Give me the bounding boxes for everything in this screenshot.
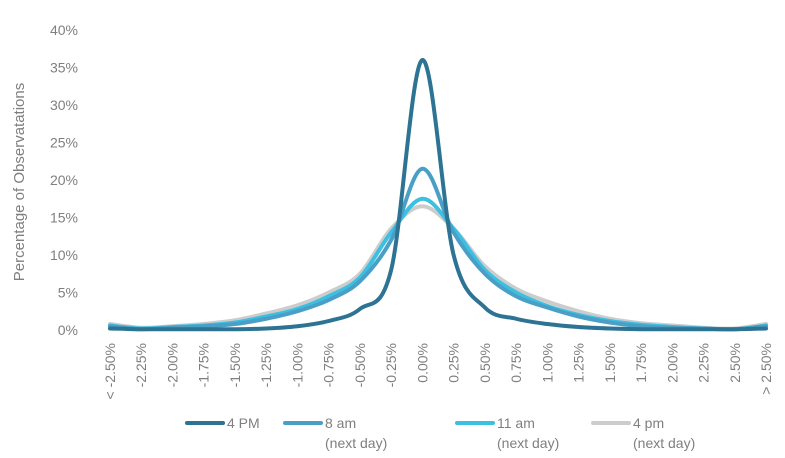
legend-swatch [283,421,323,425]
y-axis-label: Percentage of Observatations [11,83,28,281]
y-tick-label: 25% [50,135,78,151]
x-tick-label: -1.00% [289,343,305,387]
legend-sublabel: (next day) [497,435,560,451]
x-tick-label: 2.00% [664,343,680,383]
x-tick-label: 1.75% [633,343,649,383]
legend-item: 11 am (next day) [455,413,591,453]
x-tick-label: 0.00% [414,343,430,383]
legend-label: 4 pm [633,415,665,431]
legend-swatch [185,421,225,425]
y-tick-label: 35% [50,60,78,76]
x-tick-label: -0.25% [383,343,399,387]
series-line-2 [108,196,768,332]
x-tick-label: 0.75% [508,343,524,383]
legend-label: 8 am [325,415,357,431]
x-tick-label: < -2.50% [102,343,118,399]
y-tick-label: 10% [50,247,78,263]
legend-item: 4 pm (next day) [591,413,731,453]
x-tick-label: 2.25% [696,343,712,383]
series-line-1 [108,166,768,332]
legend-swatch [591,421,631,425]
x-tick-label: -2.00% [164,343,180,387]
x-tick-label: -2.25% [133,343,149,387]
x-tick-label: 1.00% [539,343,555,383]
x-tick-label: -0.50% [352,343,368,387]
x-tick-label: -0.75% [321,343,337,387]
x-tick-label: -1.25% [258,343,274,387]
y-tick-label: 5% [58,285,78,301]
y-tick-label: 30% [50,97,78,113]
series-line-0 [108,57,768,332]
x-tick-label: 1.50% [602,343,618,383]
x-tick-label: 0.50% [477,343,493,383]
legend-item: 8 am (next day) [283,413,455,453]
x-tick-label: 2.50% [727,343,743,383]
x-tick-label: 1.25% [571,343,587,383]
x-tick-label: > 2.50% [758,343,774,395]
y-tick-label: 0% [58,322,78,338]
legend-swatch [455,421,495,425]
legend: 4 PM 8 am (next day) 11 am (next day) 4 pm (ne… [185,413,731,453]
legend-sublabel: (next day) [633,435,696,451]
x-tick-label: -1.50% [227,343,243,387]
y-tick-label: 15% [50,210,78,226]
x-tick-label: -1.75% [196,343,212,387]
x-tick-label: 0.25% [446,343,462,383]
legend-sublabel: (next day) [325,435,388,451]
legend-label: 4 PM [227,415,260,431]
y-tick-label: 40% [50,22,78,38]
legend-item: 4 PM [185,413,283,453]
series-line-3 [108,204,768,331]
y-tick-label: 20% [50,172,78,188]
legend-label: 11 am [497,415,535,431]
